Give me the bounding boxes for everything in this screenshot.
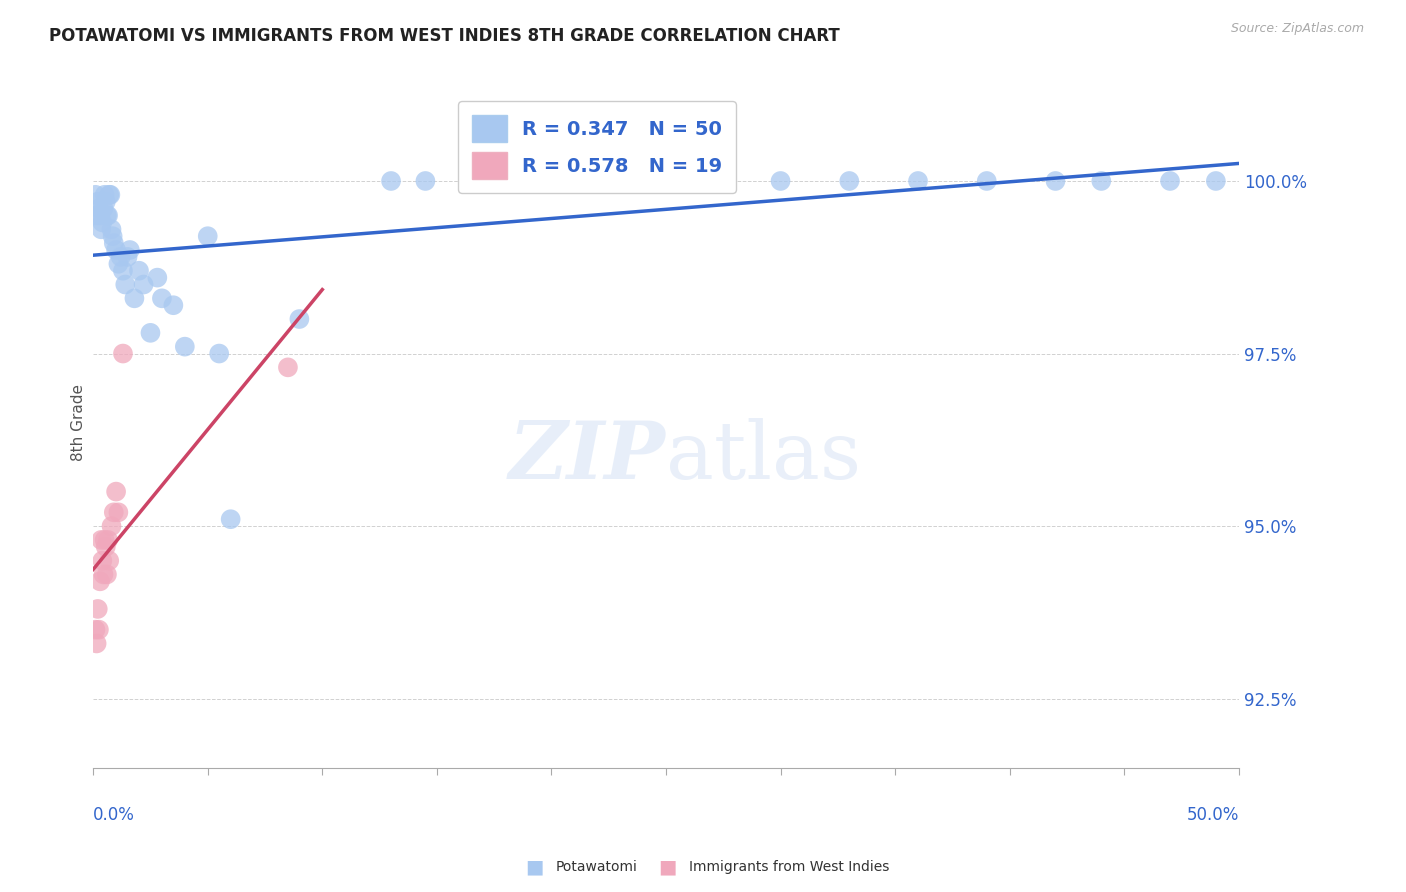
- Point: [208, 346, 231, 360]
- Point: [105, 243, 128, 257]
- Point: [117, 250, 139, 264]
- Point: [1159, 174, 1181, 188]
- Point: [107, 505, 129, 519]
- Point: [84, 187, 107, 202]
- Point: [97, 533, 120, 547]
- Text: Source: ZipAtlas.com: Source: ZipAtlas.com: [1230, 22, 1364, 36]
- Point: [146, 270, 169, 285]
- Point: [380, 174, 402, 188]
- Point: [288, 312, 311, 326]
- Point: [769, 174, 792, 188]
- Point: [93, 187, 115, 202]
- Point: [1090, 174, 1112, 188]
- Point: [98, 187, 121, 202]
- Point: [89, 574, 111, 589]
- Point: [103, 505, 125, 519]
- Point: [124, 291, 146, 305]
- Point: [87, 623, 110, 637]
- Point: [838, 174, 860, 188]
- Point: [139, 326, 162, 340]
- Point: [98, 187, 121, 202]
- Y-axis label: 8th Grade: 8th Grade: [72, 384, 86, 461]
- Point: [150, 291, 173, 305]
- Text: ■: ■: [524, 857, 544, 877]
- Text: POTAWATOMI VS IMMIGRANTS FROM WEST INDIES 8TH GRADE CORRELATION CHART: POTAWATOMI VS IMMIGRANTS FROM WEST INDIE…: [49, 27, 839, 45]
- Point: [87, 202, 110, 216]
- Text: Immigrants from West Indies: Immigrants from West Indies: [689, 860, 890, 874]
- Point: [89, 209, 111, 223]
- Point: [540, 174, 562, 188]
- Point: [101, 229, 124, 244]
- Point: [197, 229, 219, 244]
- Point: [87, 194, 110, 209]
- Point: [907, 174, 929, 188]
- Text: Potawatomi: Potawatomi: [555, 860, 637, 874]
- Point: [86, 636, 108, 650]
- Point: [100, 519, 122, 533]
- Point: [173, 340, 195, 354]
- Point: [1045, 174, 1067, 188]
- Point: [111, 346, 134, 360]
- Point: [98, 554, 121, 568]
- Point: [118, 243, 141, 257]
- Point: [93, 533, 115, 547]
- Point: [91, 554, 114, 568]
- Point: [655, 174, 678, 188]
- Point: [90, 533, 112, 547]
- Point: [111, 263, 134, 277]
- Point: [93, 202, 115, 216]
- Point: [277, 360, 299, 375]
- Point: [96, 209, 118, 223]
- Point: [105, 484, 128, 499]
- Point: [132, 277, 155, 292]
- Point: [219, 512, 242, 526]
- Text: ZIP: ZIP: [509, 418, 666, 496]
- Point: [93, 567, 115, 582]
- Point: [700, 174, 723, 188]
- Point: [100, 222, 122, 236]
- Point: [114, 277, 136, 292]
- Point: [94, 540, 117, 554]
- Point: [87, 602, 110, 616]
- Point: [96, 567, 118, 582]
- Point: [586, 174, 609, 188]
- Text: ■: ■: [658, 857, 678, 877]
- Point: [103, 236, 125, 251]
- Point: [128, 263, 150, 277]
- Point: [94, 194, 117, 209]
- Point: [162, 298, 184, 312]
- Point: [1205, 174, 1227, 188]
- Point: [976, 174, 998, 188]
- Point: [90, 222, 112, 236]
- Point: [110, 250, 132, 264]
- Text: 50.0%: 50.0%: [1187, 805, 1239, 823]
- Point: [97, 209, 120, 223]
- Legend: R = 0.347   N = 50, R = 0.578   N = 19: R = 0.347 N = 50, R = 0.578 N = 19: [458, 101, 737, 193]
- Point: [86, 209, 108, 223]
- Point: [107, 257, 129, 271]
- Text: atlas: atlas: [666, 418, 860, 496]
- Point: [415, 174, 437, 188]
- Text: 0.0%: 0.0%: [93, 805, 135, 823]
- Point: [84, 623, 107, 637]
- Point: [91, 215, 114, 229]
